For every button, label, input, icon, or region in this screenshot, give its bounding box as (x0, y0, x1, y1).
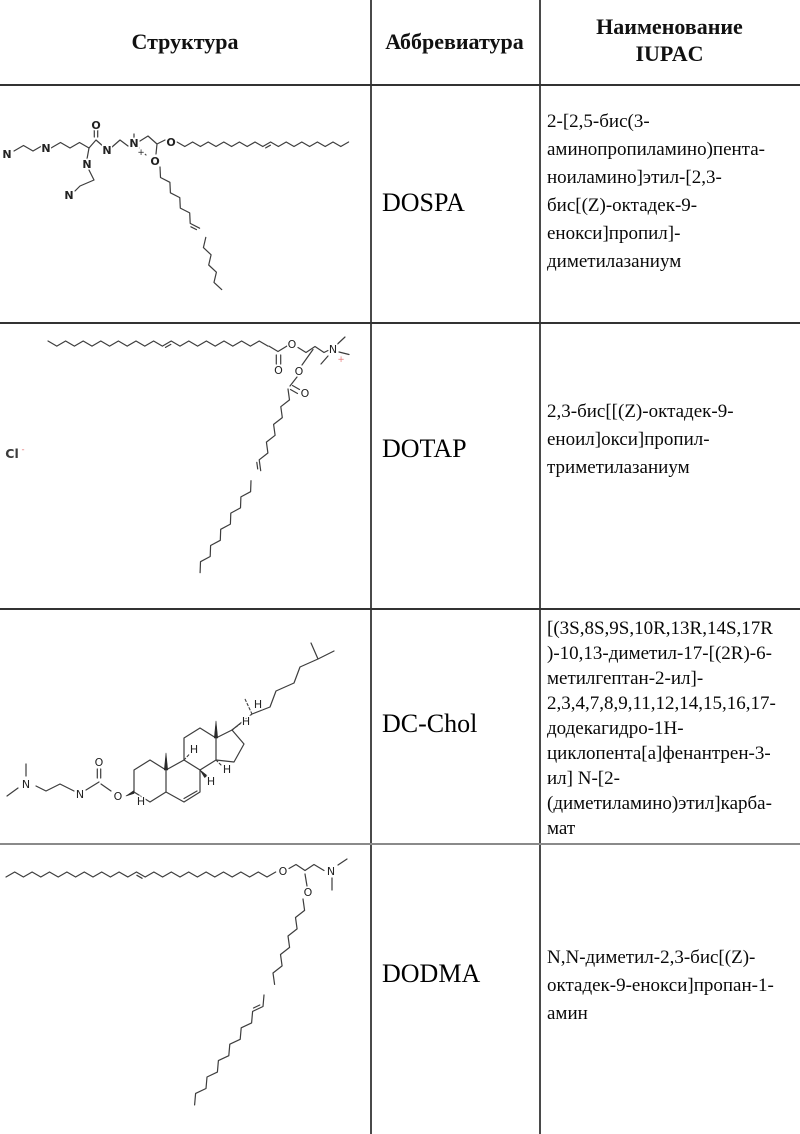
iupac-dodma: N,N-диметил-2,3-бис[(Z)- октадек-9-енокс… (547, 947, 774, 1024)
row-rule-3 (0, 843, 800, 845)
row-rule-1 (0, 322, 800, 324)
stereo-h-icon: H (207, 775, 215, 788)
stereo-h-icon: H (254, 698, 262, 711)
ether-o-icon: O (150, 155, 159, 168)
plus-charge-icon: + (337, 355, 344, 365)
stereo-h-icon: H (137, 795, 145, 808)
dc-chol-bonds (6, 642, 335, 803)
header-abbreviation: Аббревиатура (385, 29, 524, 54)
dc-chol-structure-drawing: N N O O H H H H H H (6, 642, 335, 810)
amine-n-icon: N (2, 148, 11, 161)
carbonyl-o-icon: O (95, 756, 104, 769)
carbonyl-o-icon: O (301, 387, 310, 400)
stereo-h-icon: H (242, 715, 250, 728)
column-divider-2 (539, 0, 541, 1134)
iupac-dotap: 2,3-бис[[(Z)-октадек-9- еноил]окси]пропи… (547, 401, 734, 478)
ether-o-icon: O (304, 886, 313, 899)
amide-n-icon: N (102, 144, 111, 157)
amine-n-icon: N (327, 865, 335, 878)
stereo-h-icon: H (223, 763, 231, 776)
header-rule (0, 84, 800, 86)
header-iupac: Наименование IUPAC (596, 14, 743, 66)
ester-o-icon: O (295, 365, 304, 378)
dospa-bonds (13, 128, 350, 291)
plus-charge-icon: + (137, 148, 144, 158)
carbamate-n-icon: N (76, 788, 84, 801)
dospa-atom-labels: N N N N O N N + O O (1, 118, 177, 204)
stereo-h-icon: H (190, 743, 198, 756)
header-structure: Структура (131, 29, 239, 54)
carbonyl-o-icon: O (91, 119, 100, 132)
ether-o-icon: O (279, 865, 288, 878)
ether-o-icon: O (166, 136, 175, 149)
abbr-dodma: DODMA (382, 959, 481, 988)
ester-o-icon: O (288, 338, 297, 351)
minus-charge-icon: - (21, 445, 24, 455)
dotap-structure-drawing: O O N + O O Cl - (4, 336, 350, 574)
dospa-structure-drawing: N N N N O N N + O O (1, 118, 350, 291)
carbonyl-o-icon: O (274, 364, 283, 377)
quaternary-n-icon: N (329, 343, 337, 356)
amine-n-icon: N (64, 189, 73, 202)
dotap-atom-labels: O O N + O O Cl - (4, 337, 346, 463)
row-rule-2 (0, 608, 800, 610)
abbr-dc-chol: DC-Chol (382, 709, 478, 738)
dotap-bonds (47, 336, 350, 574)
column-divider-1 (370, 0, 372, 1134)
dodma-structure-drawing: O O N (5, 858, 348, 1106)
iupac-dospa: 2-[2,5-бис(3- аминопропиламино)пента- но… (547, 111, 765, 272)
iupac-dc-chol: [(3S,8S,9S,10R,13R,14S,17R )-10,13-димет… (547, 618, 776, 839)
ester-o-icon: O (114, 790, 123, 803)
dimethylamine-n-icon: N (22, 778, 30, 791)
dc-chol-atom-labels: N N O O H H H H H H (20, 697, 263, 810)
chloride-icon: Cl (5, 446, 18, 461)
amine-n-icon: N (41, 142, 50, 155)
abbr-dotap: DOTAP (382, 434, 467, 463)
amine-n-icon: N (82, 158, 91, 171)
dodma-bonds (5, 858, 348, 1106)
abbr-dospa: DOSPA (382, 188, 465, 217)
dodma-atom-labels: O O N (277, 864, 336, 901)
quaternary-n-icon: N (129, 137, 138, 150)
